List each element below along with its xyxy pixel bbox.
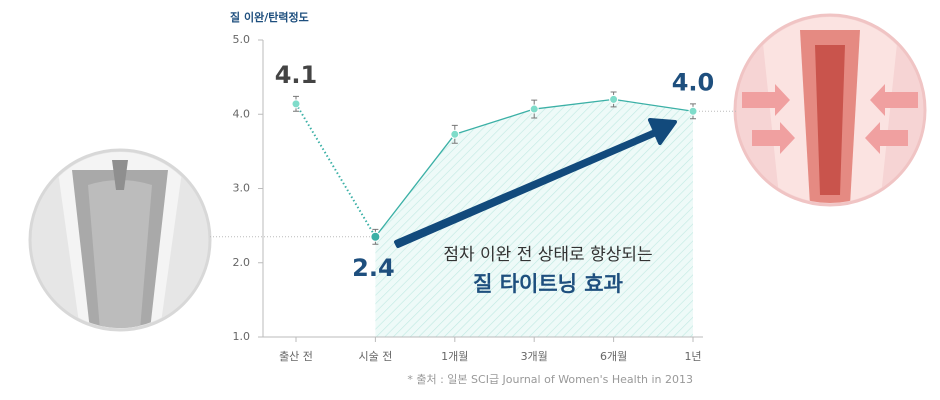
x-tick-label: 출산 전 [279,350,313,363]
line-segment [454,108,535,135]
right-illustration [733,13,927,207]
source-note: * 출처 : 일본 SCI급 Journal of Women's Health… [407,372,693,386]
data-point [609,94,619,104]
data-point [529,104,539,114]
x-tick-label: 시술 전 [358,350,392,363]
x-tick-label: 1년 [684,350,701,363]
line-segment [295,103,377,238]
y-tick-label: 3.0 [233,182,251,195]
line-segment [613,98,694,112]
value-label: 4.1 [275,61,318,89]
x-tick-label: 3개월 [521,350,548,363]
annotation: 점차 이완 전 상태로 향상되는 [443,245,652,265]
line-segment [534,98,614,110]
y-tick-label: 2.0 [233,256,251,269]
y-tick-label: 5.0 [233,33,251,46]
data-point [688,106,698,116]
left-illustration [28,148,212,332]
annotation-emphasis: 질 타이트닝 효과 [473,272,623,296]
x-tick-label: 6개월 [600,350,627,363]
area-fill [375,99,693,338]
data-point [370,231,381,242]
value-label: 4.0 [672,68,715,96]
y-tick-label: 4.0 [233,107,251,120]
y-tick-label: 1.0 [233,330,251,343]
data-point [450,129,460,139]
line-segment [374,133,456,238]
value-label: 2.4 [352,254,395,282]
x-tick-label: 1개월 [441,350,468,363]
trend-arrow [394,118,677,248]
data-point [291,99,301,109]
y-axis-label: 질 이완/탄력정도 [230,10,309,24]
